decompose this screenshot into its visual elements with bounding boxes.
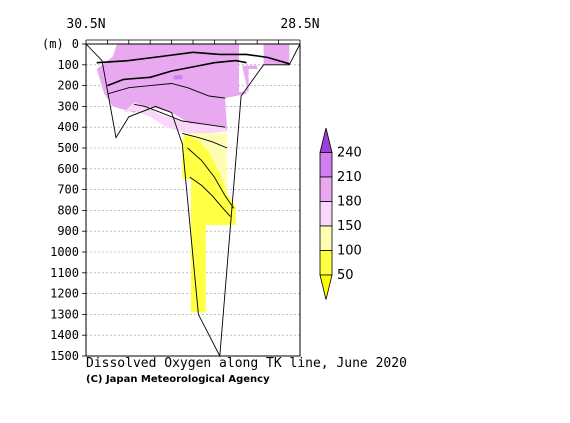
colorbar: 240 210 180 150 100 50 [319, 127, 362, 300]
y-tick-label: 1200 [50, 287, 79, 301]
chart-title: Dissolved Oxygen along TK line, June 202… [86, 356, 407, 371]
filled-regions [96, 44, 290, 313]
y-tick-label: 400 [57, 120, 79, 134]
colorbar-label: 50 [337, 268, 354, 283]
section-outline [85, 43, 301, 358]
y-tick-label: 1500 [50, 349, 79, 363]
colorbar-above [319, 127, 333, 153]
region-100-150 [187, 133, 236, 225]
y-axis-label: (m) [42, 37, 64, 51]
colorbar-below [319, 274, 333, 300]
region-150-180 [123, 102, 228, 134]
colorbar-label: 150 [337, 219, 362, 234]
x-tick-label: 30.5N [66, 17, 105, 32]
chart-credit: (C) Japan Meteorological Agency [86, 374, 270, 385]
region-180-210 [96, 44, 290, 132]
contour-lines [96, 51, 290, 217]
y-tick-label: 1400 [50, 328, 79, 342]
axes: 30.5N 28.5N 0 100 200 300 400 500 600 700 800 900 10… [42, 17, 320, 363]
contour-80 [187, 147, 235, 209]
colorbar-bin [319, 225, 333, 251]
colorbar-bin [319, 176, 333, 202]
colorbar-bin [319, 250, 333, 276]
colorbar-bin [319, 201, 333, 227]
y-tick-label: 600 [57, 162, 79, 176]
y-tick-label: 900 [57, 224, 79, 238]
y-tick-label: 1300 [50, 307, 79, 321]
colorbar-label: 180 [337, 195, 362, 210]
contour-180 [107, 83, 226, 99]
contour-100 [182, 132, 228, 149]
y-tick-label: 300 [57, 99, 79, 113]
y-tick-label: 200 [57, 79, 79, 93]
contour-200 [96, 51, 290, 65]
contour-150 [134, 103, 226, 128]
y-tick-label: 1000 [50, 245, 79, 259]
region-50-100 [182, 133, 236, 313]
y-tick-label: 0 [72, 37, 79, 51]
colorbar-label: 240 [337, 146, 362, 161]
contour-200 [107, 59, 247, 87]
colorbar-bin [319, 152, 333, 178]
contour-60 [189, 176, 231, 217]
y-tick-label: 800 [57, 203, 79, 217]
sea-floor-profile [85, 43, 301, 358]
colorbar-label: 210 [337, 170, 362, 185]
y-tick-label: 500 [57, 141, 79, 155]
y-tick-label: 1100 [50, 266, 79, 280]
region-210-240 [173, 75, 183, 80]
y-tick-label: 700 [57, 183, 79, 197]
colorbar-label: 100 [337, 244, 362, 259]
y-tick-label: 100 [57, 58, 79, 72]
x-tick-label: 28.5N [280, 17, 319, 32]
